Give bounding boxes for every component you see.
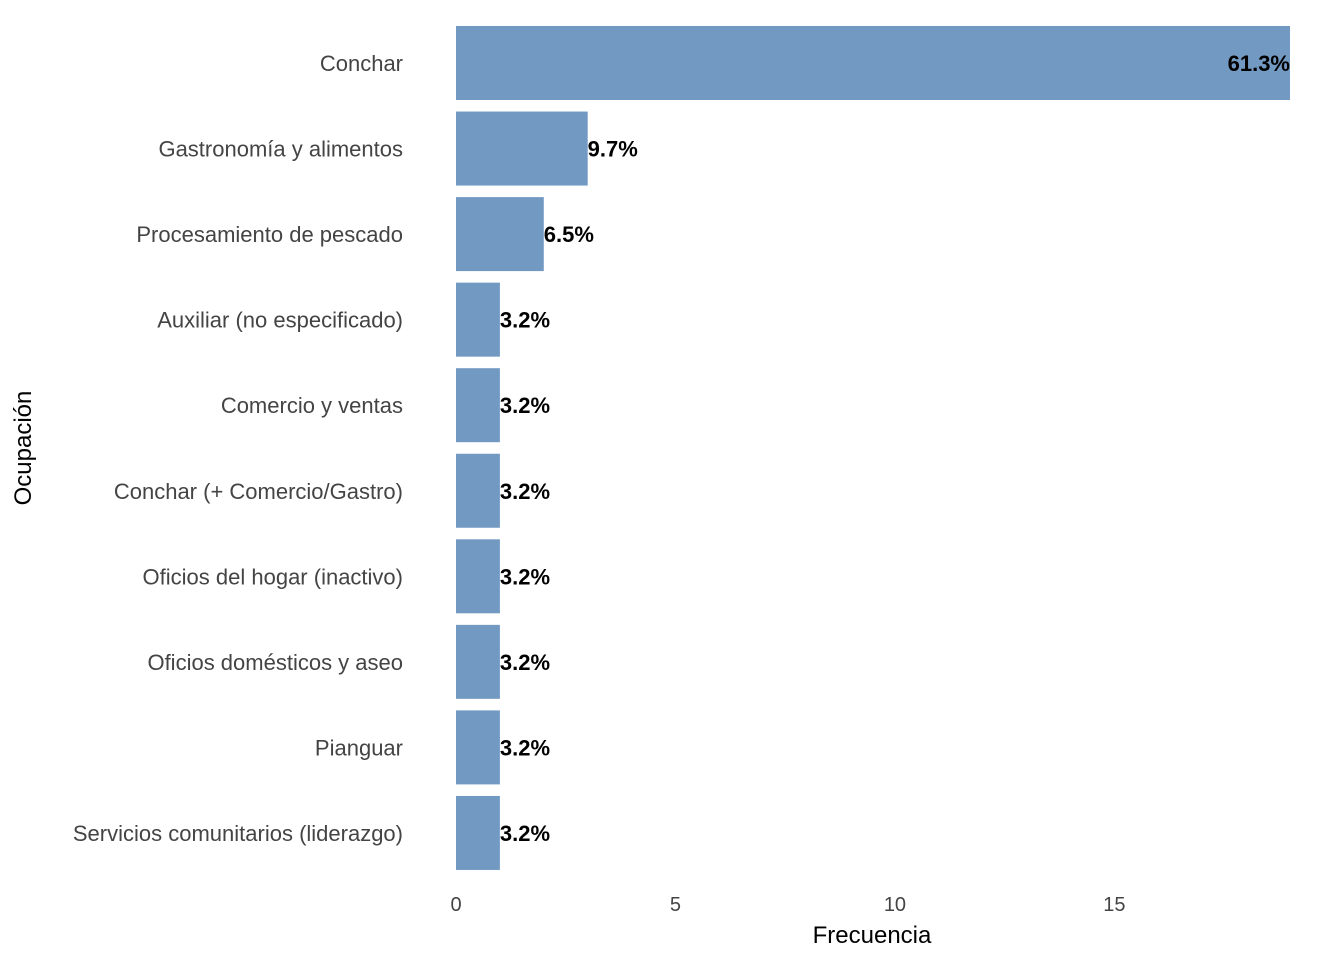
data-label: 3.2% <box>500 564 550 589</box>
bar <box>456 453 500 528</box>
data-label: 6.5% <box>544 222 594 247</box>
bar <box>456 368 500 443</box>
category-label: Servicios comunitarios (liderazgo) <box>73 821 403 846</box>
category-label: Comercio y ventas <box>221 393 403 418</box>
data-label: 3.2% <box>500 308 550 333</box>
data-labels-group: 61.3% 9.7% 6.5% 3.2% 3.2% 3.2% 3.2% 3.2% 3.2% 3.2… <box>500 51 1290 846</box>
bar <box>456 26 1290 100</box>
x-axis-title: Frecuencia <box>813 922 932 949</box>
category-label: Procesamiento de pescado <box>136 222 403 247</box>
bar <box>456 111 588 186</box>
data-label: 3.2% <box>500 393 550 418</box>
bar <box>456 795 500 870</box>
data-label: 61.3% <box>1228 51 1290 76</box>
y-axis-title: Ocupación <box>10 391 37 506</box>
category-label: Oficios domésticos y aseo <box>147 650 403 675</box>
category-label: Oficios del hogar (inactivo) <box>143 564 403 589</box>
category-label: Conchar <box>320 51 403 76</box>
bars-group <box>456 26 1290 870</box>
category-label: Gastronomía y alimentos <box>158 137 403 162</box>
bar <box>456 539 500 614</box>
x-tick-label: 10 <box>884 894 906 916</box>
category-label: Auxiliar (no especificado) <box>157 308 403 333</box>
x-tick-label: 5 <box>670 894 681 916</box>
x-tick-labels-group: 0 5 10 15 <box>450 894 1125 916</box>
bar <box>456 282 500 357</box>
data-label: 3.2% <box>500 650 550 675</box>
bar <box>456 197 544 272</box>
bar <box>456 710 500 785</box>
data-label: 9.7% <box>588 137 638 162</box>
data-label: 3.2% <box>500 735 550 760</box>
data-label: 3.2% <box>500 479 550 504</box>
bar <box>456 624 500 699</box>
x-tick-label: 0 <box>450 894 461 916</box>
category-labels-group: Conchar Gastronomía y alimentos Procesamie… <box>73 51 403 846</box>
x-tick-label: 15 <box>1103 894 1125 916</box>
category-label: Pianguar <box>315 735 403 760</box>
data-label: 3.2% <box>500 821 550 846</box>
category-label: Conchar (+ Comercio/Gastro) <box>114 479 403 504</box>
